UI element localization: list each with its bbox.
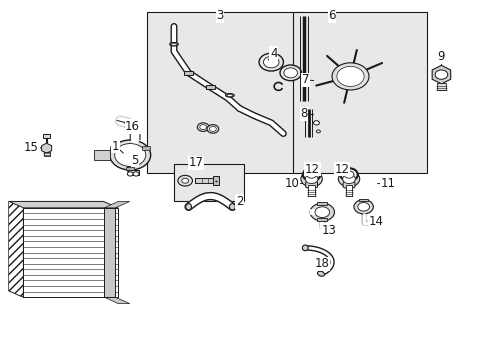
Polygon shape	[305, 180, 317, 190]
Bar	[212, 176, 218, 185]
Text: 17: 17	[188, 156, 203, 169]
Circle shape	[127, 172, 133, 176]
Circle shape	[344, 171, 353, 178]
Circle shape	[305, 174, 317, 184]
Text: 3: 3	[216, 9, 224, 22]
Circle shape	[340, 168, 357, 181]
Circle shape	[110, 140, 150, 170]
Bar	[43, 134, 50, 138]
Text: 14: 14	[367, 215, 383, 228]
Text: 11: 11	[380, 177, 395, 190]
Bar	[317, 218, 326, 221]
Bar	[23, 208, 118, 297]
Text: 15: 15	[24, 141, 39, 154]
Text: 5: 5	[131, 154, 139, 167]
Polygon shape	[9, 202, 118, 208]
Circle shape	[115, 144, 145, 166]
Circle shape	[197, 123, 208, 131]
Ellipse shape	[169, 42, 178, 46]
Circle shape	[284, 68, 297, 78]
Polygon shape	[104, 202, 129, 208]
Text: 7: 7	[301, 73, 308, 86]
Circle shape	[313, 121, 319, 125]
Circle shape	[336, 66, 364, 86]
Circle shape	[133, 172, 139, 176]
Bar	[126, 167, 134, 170]
Ellipse shape	[226, 94, 232, 96]
Circle shape	[280, 65, 301, 81]
Bar	[43, 153, 49, 156]
Polygon shape	[94, 150, 110, 160]
Circle shape	[353, 200, 372, 214]
Ellipse shape	[225, 94, 234, 97]
Circle shape	[357, 203, 369, 211]
Text: 13: 13	[322, 224, 336, 237]
Text: 12: 12	[305, 163, 320, 176]
Circle shape	[259, 53, 283, 71]
Bar	[307, 185, 314, 196]
Bar	[183, 71, 193, 75]
Text: 2: 2	[235, 195, 243, 208]
Text: 16: 16	[125, 120, 140, 133]
Ellipse shape	[185, 203, 191, 210]
Circle shape	[342, 174, 355, 184]
Polygon shape	[9, 202, 23, 297]
Ellipse shape	[302, 245, 307, 251]
Polygon shape	[104, 297, 129, 303]
Circle shape	[316, 130, 320, 133]
Bar	[292, 12, 426, 173]
Bar	[358, 199, 368, 202]
Text: 12: 12	[334, 163, 348, 176]
Bar	[345, 185, 352, 196]
Polygon shape	[343, 180, 354, 190]
Circle shape	[314, 207, 329, 217]
Polygon shape	[41, 143, 52, 153]
Circle shape	[263, 57, 279, 68]
Circle shape	[338, 171, 359, 187]
Circle shape	[331, 63, 368, 90]
Circle shape	[178, 175, 192, 186]
Text: 18: 18	[314, 257, 329, 270]
Circle shape	[300, 171, 322, 187]
Bar	[142, 147, 150, 150]
Bar	[205, 85, 215, 89]
Text: 10: 10	[284, 177, 299, 190]
Bar	[436, 83, 446, 90]
Polygon shape	[431, 65, 450, 84]
Circle shape	[200, 125, 206, 130]
Circle shape	[302, 168, 320, 181]
Circle shape	[309, 203, 334, 221]
Ellipse shape	[171, 43, 177, 45]
Bar	[195, 178, 214, 183]
Bar	[110, 147, 118, 150]
Circle shape	[434, 70, 447, 79]
Text: 1: 1	[112, 140, 119, 153]
Bar	[127, 170, 138, 175]
Bar	[147, 12, 305, 173]
Polygon shape	[9, 291, 118, 297]
Ellipse shape	[229, 203, 235, 210]
Circle shape	[182, 178, 188, 183]
Circle shape	[209, 126, 216, 131]
Text: 9: 9	[437, 50, 444, 63]
Bar	[104, 208, 115, 297]
Bar	[317, 202, 326, 205]
Circle shape	[206, 125, 218, 133]
Text: 6: 6	[327, 9, 335, 22]
Text: 4: 4	[269, 47, 277, 60]
Text: 8: 8	[300, 107, 307, 120]
Ellipse shape	[317, 271, 324, 276]
Circle shape	[306, 171, 316, 178]
Bar	[174, 164, 244, 202]
